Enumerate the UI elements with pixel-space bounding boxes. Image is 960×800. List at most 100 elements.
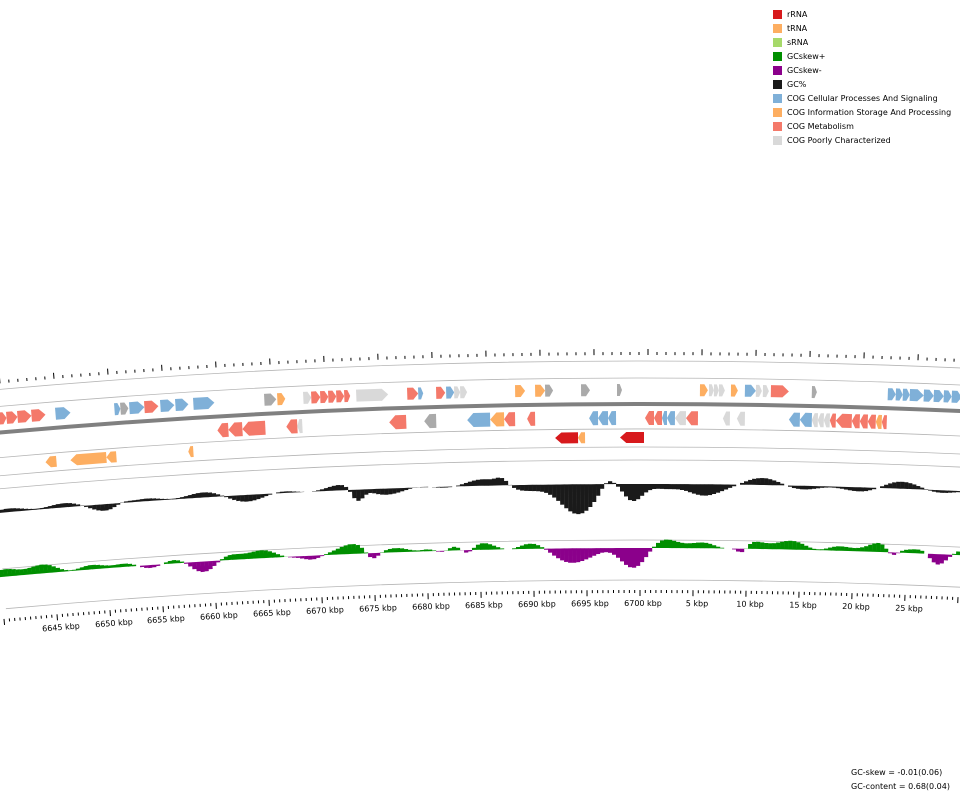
gc-skew-bar	[27, 567, 33, 575]
gc-bar	[151, 498, 157, 501]
gc-skew-bar	[947, 554, 953, 557]
outer-tick-marks	[0, 349, 955, 384]
gc-skew-bar	[640, 548, 645, 563]
gene-arrow	[535, 384, 546, 397]
gc-bar	[935, 490, 941, 493]
gc-bar	[436, 486, 441, 488]
gc-bar	[628, 484, 633, 501]
gc-bar	[584, 484, 589, 511]
gc-bar	[463, 482, 469, 487]
gc-bar	[772, 480, 777, 486]
gc-bar	[232, 495, 237, 501]
gc-bar	[943, 490, 949, 493]
gc-bar	[612, 482, 617, 485]
gc-bar	[888, 483, 893, 489]
gc-skew-bar	[604, 548, 609, 553]
gc-bar	[703, 484, 709, 496]
gene-arrow	[718, 384, 725, 397]
gc-skew-bar	[680, 542, 685, 549]
gc-skew-bar	[935, 554, 941, 565]
gc-bar	[292, 491, 297, 493]
gc-skew-bar	[79, 567, 85, 571]
gc-skew-bar	[612, 548, 617, 555]
gc-skew-bar	[523, 544, 529, 549]
gene-arrow	[589, 411, 599, 426]
gc-bar	[112, 503, 117, 508]
gc-skew-bar	[380, 552, 385, 553]
legend-label: COG Information Storage And Processing	[787, 108, 952, 117]
gene-arrow	[620, 432, 644, 443]
gc-bar	[900, 481, 905, 489]
gc-bar	[636, 484, 641, 500]
gc-skew-bar	[840, 546, 845, 551]
gc-skew-bar	[544, 548, 549, 550]
gene-arrow	[106, 451, 117, 463]
gc-skew-bar	[535, 545, 541, 549]
gc-bar	[27, 508, 33, 511]
gc-skew-bar	[51, 566, 57, 573]
gc-skew-bar	[700, 542, 705, 549]
axis-tick-labels: 6645 kbp 6650 kbp 6655 kbp 6660 kbp 6665 kbp…	[42, 599, 923, 634]
gc-bar	[368, 489, 373, 494]
gc-skew-bar	[636, 548, 641, 566]
gc-bar	[3, 508, 9, 513]
gc-skew-bar	[684, 543, 689, 549]
gc-bar	[360, 489, 365, 499]
gene-arrow	[70, 452, 107, 466]
gc-skew-bar	[372, 553, 377, 559]
gc-skew-bar	[752, 541, 757, 549]
gene-arrow	[407, 387, 419, 400]
gc-skew-bar	[216, 560, 221, 563]
gc-skew-bar	[828, 547, 833, 551]
gc-bar	[939, 490, 945, 493]
gc-bar	[155, 498, 161, 501]
gc-skew-bar	[872, 543, 877, 552]
gene-arrow	[895, 388, 903, 401]
gc-skew-bar	[391, 548, 397, 553]
tick-label: 6670 kbp	[306, 605, 344, 616]
gc-bar	[495, 477, 501, 486]
gc-skew-bar	[420, 549, 425, 552]
gc-skew-bar	[824, 548, 829, 551]
gc-skew-bar	[436, 550, 441, 552]
gc-bar	[187, 494, 193, 499]
gene-arrow	[120, 402, 129, 415]
gene-arrow	[817, 413, 824, 428]
gc-bar	[475, 479, 481, 486]
gc-bar	[47, 505, 53, 509]
gc-skew-bar	[592, 548, 597, 556]
gc-skew-bar	[812, 548, 817, 551]
gc-bar	[100, 504, 105, 511]
gene-arrow	[881, 415, 887, 430]
gc-bar	[380, 488, 385, 495]
gc-skew-bar	[355, 544, 361, 554]
gc-skew-bar	[364, 552, 369, 554]
gc-bar	[847, 487, 853, 491]
legend-swatch	[773, 66, 782, 75]
legend-label: GCskew+	[787, 52, 826, 61]
gc-skew-bar	[832, 546, 837, 551]
gc-skew-bar	[451, 546, 457, 551]
gc-skew-bar	[71, 569, 77, 571]
gene-arrow	[424, 413, 437, 429]
tick-label: 6690 kbp	[518, 600, 556, 610]
gc-bar	[376, 488, 381, 495]
gene-arrow	[297, 419, 303, 434]
gc-bar	[904, 482, 909, 489]
gc-skew-bar	[500, 548, 505, 550]
gc-skew-bar	[584, 548, 589, 560]
gc-bar	[788, 485, 793, 487]
genome-backbone	[0, 402, 960, 435]
gene-arrow	[6, 411, 18, 424]
gc-skew-bar	[856, 547, 861, 552]
gene-arrow	[909, 389, 924, 402]
gc-skew-bar	[483, 543, 489, 550]
legend-swatch	[773, 94, 782, 103]
gc-skew-bar	[904, 549, 909, 553]
gene-arrow	[736, 411, 745, 426]
gene-arrow	[320, 391, 329, 404]
legend-label: COG Cellular Processes And Signaling	[787, 94, 938, 103]
gc-skew-bar	[900, 550, 905, 553]
gc-skew-bar	[560, 548, 565, 561]
gene-arrow	[722, 411, 730, 426]
